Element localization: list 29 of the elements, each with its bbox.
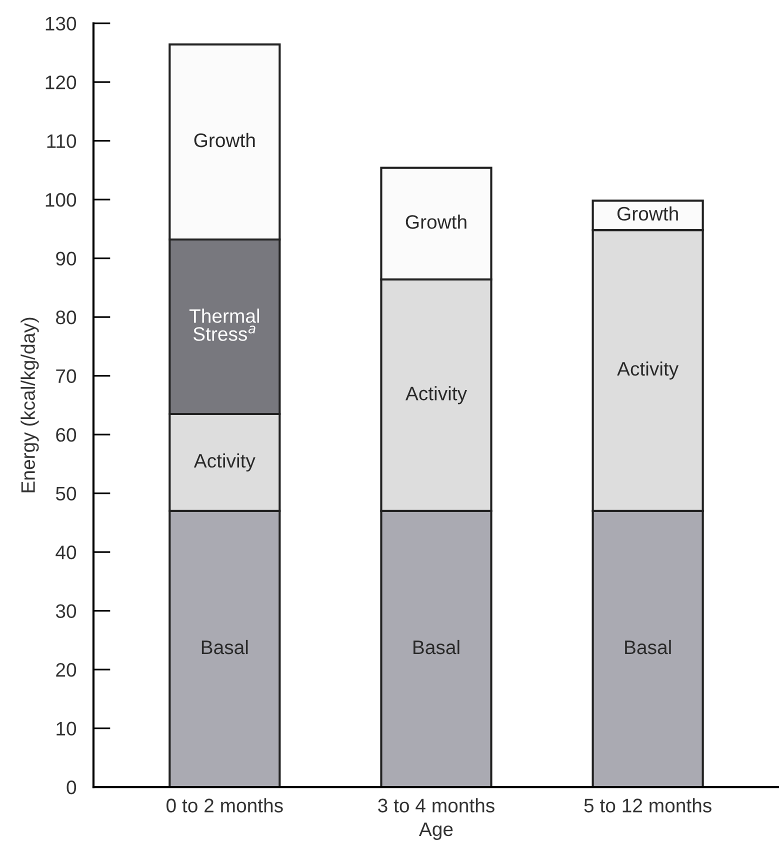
- text: Activity: [617, 361, 679, 380]
- y-tick-label: 120: [46, 76, 76, 90]
- y-tick-label: 0: [66, 780, 76, 794]
- series-label: Thermal Stress$^{a}$: [189, 308, 260, 341]
- series-label: Growth: [617, 206, 678, 221]
- text: Growth: [406, 214, 466, 229]
- y-tick-label: 60: [56, 428, 76, 442]
- y-tick-label: 20: [56, 663, 76, 677]
- x-tick-label: 0 to 2 months: [166, 798, 283, 812]
- x-axis-title: Age: [418, 822, 453, 840]
- y-tick-label: 40: [56, 546, 76, 560]
- x-tick-label: 3 to 4 months: [378, 798, 494, 812]
- text: Activity: [194, 453, 256, 472]
- series-label: Activity: [405, 386, 467, 404]
- y-tick-label: 80: [56, 310, 76, 324]
- y-tick-label: 100: [46, 193, 76, 207]
- y-tick-label: 70: [56, 369, 76, 384]
- text: Growth: [194, 132, 255, 148]
- text: Basal: [625, 640, 671, 654]
- y-tick-label: 110: [47, 134, 76, 148]
- y-tick-label: 30: [56, 604, 76, 618]
- x-tick-label: 5 to 12 months: [584, 798, 712, 812]
- text: Basal: [414, 640, 460, 654]
- y-tick-label: 90: [56, 252, 76, 266]
- y-tick-label: 130: [46, 16, 76, 31]
- y-tick-label: 50: [56, 486, 76, 501]
- series-label: Basal: [202, 640, 248, 654]
- y-tick-label: 10: [56, 722, 76, 736]
- y-axis-title: Energy (kcal/kg/day): [20, 318, 39, 492]
